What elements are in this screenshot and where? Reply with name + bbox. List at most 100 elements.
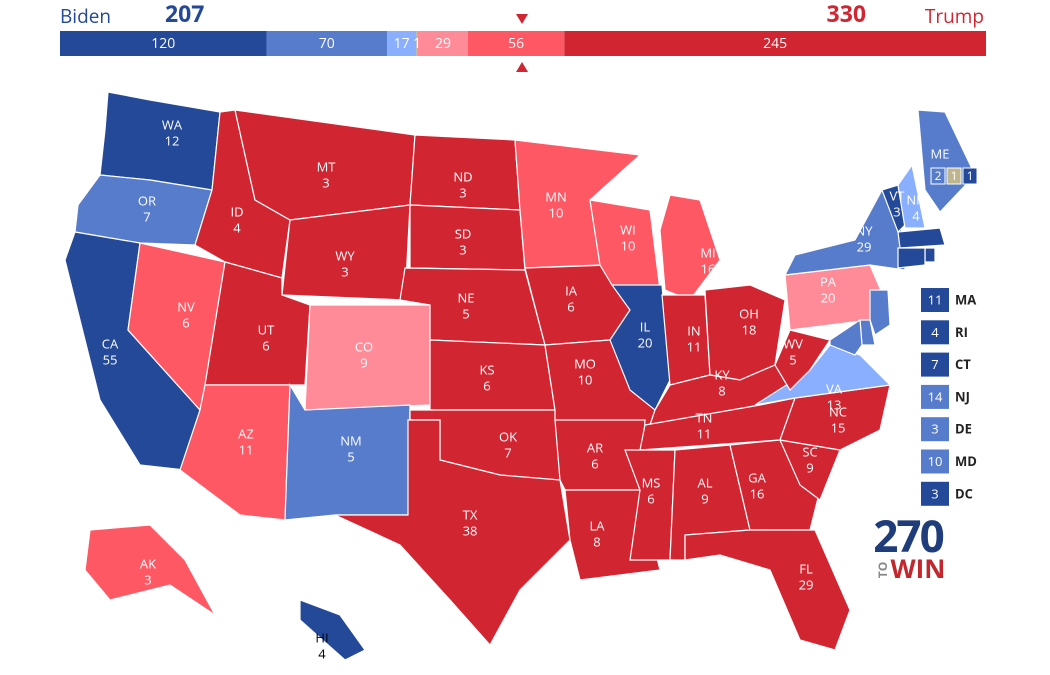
state-abbr: CA <box>102 334 119 352</box>
state-abbr: GA <box>748 468 766 486</box>
state <box>84 524 216 616</box>
state-votes: 11 <box>697 424 712 442</box>
small-state-abbr: NJ <box>955 387 970 405</box>
small-state-box <box>921 320 949 345</box>
bar-segment <box>416 31 419 56</box>
state-abbr: SD <box>455 224 472 242</box>
district-box <box>946 167 962 185</box>
small-state-abbr: DC <box>955 484 973 502</box>
state-labels: WA12OR7CA55NV6ID4MT3WY3UT6AZ11CO9NM5ND3S… <box>102 115 978 662</box>
state-abbr: PA <box>820 272 837 290</box>
state-abbr: WI <box>620 220 636 238</box>
state-abbr: ND <box>453 167 472 185</box>
state-abbr: NH <box>906 190 925 208</box>
state-abbr: HI <box>315 628 328 646</box>
state-abbr: WA <box>162 115 183 133</box>
state-abbr: AR <box>587 438 603 456</box>
state-abbr: AL <box>697 473 712 491</box>
small-state-abbr: MD <box>955 452 977 470</box>
state <box>299 599 366 661</box>
state-votes: 20 <box>638 333 653 351</box>
state-votes: 15 <box>831 418 846 436</box>
state-votes: 6 <box>262 336 269 354</box>
state <box>897 247 926 269</box>
bar-segment <box>467 31 565 56</box>
midpoint-marker <box>516 62 528 72</box>
bar-segment-label: 1 <box>413 34 421 53</box>
state-votes: 4 <box>233 218 241 236</box>
state <box>334 419 571 647</box>
state-abbr: AZ <box>238 424 254 442</box>
state-votes: 5 <box>347 447 354 465</box>
state-votes: 7 <box>143 207 150 225</box>
small-state-votes: 14 <box>928 387 943 405</box>
district-votes: 2 <box>935 167 942 184</box>
logo-number: 270 <box>873 505 943 565</box>
bar-segment-label: 56 <box>508 34 524 53</box>
district-box <box>930 167 946 185</box>
small-state-box <box>921 481 949 506</box>
state-votes: 9 <box>701 489 708 507</box>
state <box>74 174 213 246</box>
state-votes: 7 <box>504 443 511 461</box>
state-votes: 6 <box>591 454 598 472</box>
state <box>684 529 851 651</box>
state-votes: 55 <box>103 350 118 368</box>
bar-segment <box>60 31 267 56</box>
small-state-votes: 11 <box>928 290 943 308</box>
state <box>897 163 926 229</box>
state-abbr: FL <box>799 559 813 577</box>
state <box>924 247 936 263</box>
state-abbr: MI <box>700 243 715 261</box>
state <box>917 109 976 213</box>
small-state-box <box>921 288 949 312</box>
small-state-list: 11 MA 4 RI 7 CT 14 NJ 3 DE 10 MD 3 DC <box>921 288 977 506</box>
state-votes: 6 <box>567 297 574 315</box>
bar-segment <box>564 31 986 56</box>
state-votes: 29 <box>857 237 872 255</box>
states <box>64 91 976 661</box>
bar-segment-label: 29 <box>435 34 451 53</box>
state-abbr: ME <box>931 144 950 162</box>
state-abbr: MS <box>642 473 661 491</box>
state-abbr: MN <box>545 187 566 205</box>
state-votes: 6 <box>647 489 654 507</box>
state-votes: 10 <box>578 370 593 388</box>
state-votes: 11 <box>239 440 254 458</box>
small-state-box <box>921 449 949 474</box>
state-votes: 9 <box>806 458 813 476</box>
small-state-box <box>921 417 949 442</box>
logo-win: WIN <box>891 550 946 586</box>
state-abbr: VT <box>890 186 906 204</box>
state-votes: 6 <box>182 313 189 331</box>
state-abbr: OH <box>739 304 759 322</box>
left-total: 207 <box>165 0 204 29</box>
district-votes: 1 <box>951 167 958 184</box>
state-votes: 3 <box>893 202 900 220</box>
state-abbr: MO <box>574 354 596 372</box>
state-votes: 13 <box>827 395 842 413</box>
small-state-abbr: RI <box>955 323 968 341</box>
bar-segment-label: 120 <box>151 34 175 53</box>
bar-segment-label: 245 <box>763 34 787 53</box>
state-abbr: TX <box>463 505 478 523</box>
state-abbr: LA <box>589 516 605 534</box>
state-abbr: AK <box>140 554 156 572</box>
state-votes: 8 <box>593 532 600 550</box>
state-abbr: WY <box>335 246 355 264</box>
state-votes: 3 <box>322 173 329 191</box>
state-votes: 16 <box>750 484 765 502</box>
small-state-abbr: DE <box>955 420 972 438</box>
small-state-abbr: CT <box>955 355 971 373</box>
state <box>897 227 946 249</box>
bar-segment <box>387 31 417 56</box>
state-votes: 4 <box>318 644 326 662</box>
state <box>624 449 676 561</box>
state-votes: 3 <box>341 262 348 280</box>
state-abbr: SC <box>802 442 817 460</box>
state-votes: 18 <box>742 320 757 338</box>
small-state-votes: 10 <box>928 452 943 470</box>
state-votes: 9 <box>360 353 367 371</box>
state-votes: 10 <box>549 203 564 221</box>
state-abbr: WV <box>783 334 803 352</box>
